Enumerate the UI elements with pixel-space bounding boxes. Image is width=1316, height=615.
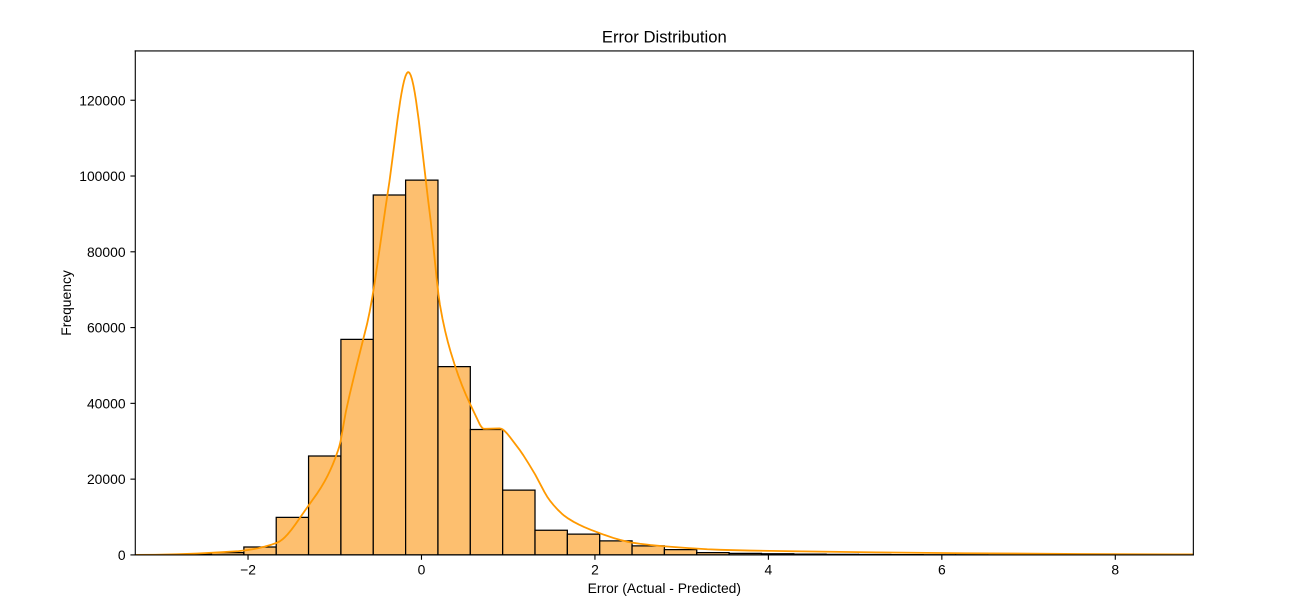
svg-text:Frequency: Frequency — [58, 270, 74, 336]
svg-text:4: 4 — [765, 562, 773, 578]
svg-text:80000: 80000 — [87, 244, 126, 260]
svg-text:120000: 120000 — [79, 92, 126, 108]
svg-text:20000: 20000 — [87, 471, 126, 487]
svg-text:Error (Actual - Predicted): Error (Actual - Predicted) — [588, 580, 741, 596]
svg-text:60000: 60000 — [87, 320, 126, 336]
svg-text:100000: 100000 — [79, 168, 126, 184]
svg-text:0: 0 — [418, 562, 426, 578]
svg-text:2: 2 — [591, 562, 599, 578]
svg-text:8: 8 — [1111, 562, 1119, 578]
svg-text:0: 0 — [118, 547, 126, 563]
svg-text:6: 6 — [938, 562, 946, 578]
svg-text:Error Distribution: Error Distribution — [602, 28, 727, 47]
svg-text:40000: 40000 — [87, 395, 126, 411]
svg-text:−2: −2 — [240, 562, 256, 578]
